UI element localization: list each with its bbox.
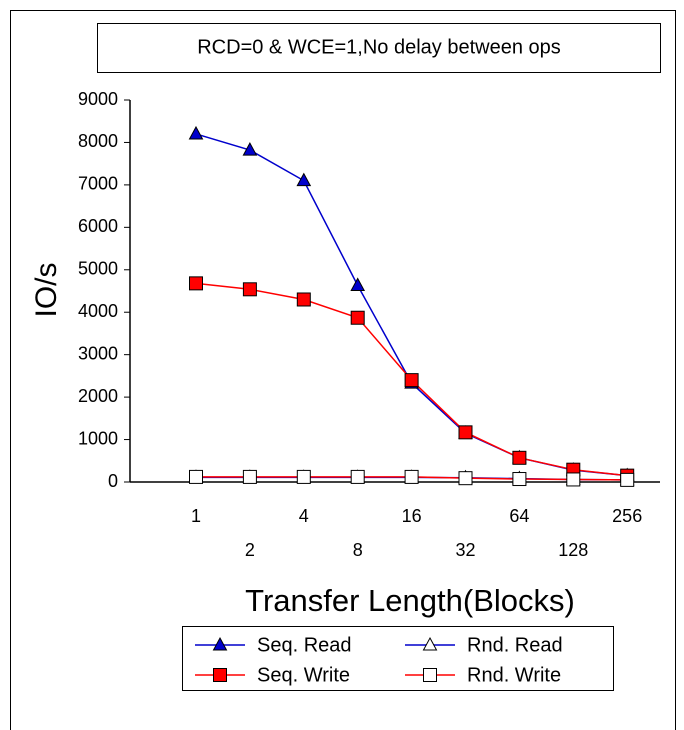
data-point (242, 469, 257, 484)
legend-marker (422, 636, 438, 651)
data-point (296, 292, 311, 307)
x-tick-label: 16 (402, 506, 422, 526)
data-point (242, 282, 257, 297)
data-point (350, 310, 365, 325)
data-point (512, 450, 527, 465)
frame (10, 10, 676, 730)
x-tick-label: 256 (612, 506, 642, 526)
y-tick-label: 2000 (78, 386, 118, 406)
y-tick-label: 0 (108, 471, 118, 491)
legend-marker (423, 668, 437, 682)
y-tick-label: 5000 (78, 259, 118, 279)
y-tick-label: 7000 (78, 174, 118, 194)
x-tick-label: 64 (509, 506, 529, 526)
legend-label: Seq. Write (257, 664, 350, 686)
legend-label: Seq. Read (257, 634, 352, 656)
data-point (188, 125, 204, 140)
data-point (189, 469, 203, 484)
x-tick-label: 4 (299, 506, 309, 526)
legend-label: Rnd. Write (467, 664, 561, 686)
legend-marker (213, 668, 227, 682)
legend-marker (212, 636, 228, 651)
y-tick-label: 9000 (78, 89, 118, 109)
chart-title: RCD=0 & WCE=1,No delay between ops (197, 36, 561, 58)
data-point (350, 469, 365, 484)
data-point (189, 276, 203, 291)
data-point (404, 373, 419, 388)
x-tick-label: 2 (245, 540, 255, 560)
data-point (296, 172, 312, 187)
data-point (296, 469, 311, 484)
x-axis-label: Transfer Length(Blocks) (245, 583, 575, 618)
y-axis-label: IO/s (30, 262, 63, 317)
data-point (242, 142, 258, 156)
data-point (458, 471, 473, 486)
data-point (458, 425, 473, 440)
data-point (620, 472, 635, 487)
legend-label: Rnd. Read (467, 634, 563, 656)
x-tick-label: 1 (191, 506, 201, 526)
y-tick-label: 3000 (78, 343, 118, 363)
legend-box (182, 626, 614, 691)
x-tick-label: 32 (455, 540, 475, 560)
y-tick-label: 8000 (78, 131, 118, 151)
data-point (404, 469, 419, 484)
data-point (566, 472, 581, 487)
data-point (350, 277, 366, 291)
series-line (195, 133, 628, 477)
data-point (512, 472, 527, 487)
title-box (97, 23, 661, 73)
x-tick-label: 8 (353, 540, 363, 560)
y-tick-label: 6000 (78, 216, 118, 236)
y-tick-label: 4000 (78, 301, 118, 321)
y-tick-label: 1000 (78, 428, 118, 448)
x-tick-label: 128 (558, 540, 588, 560)
